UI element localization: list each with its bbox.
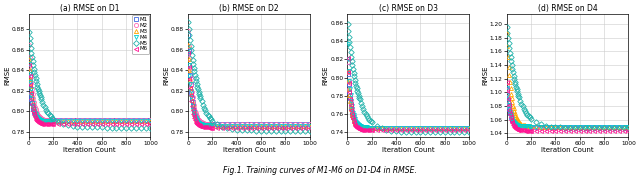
- Y-axis label: RMSE: RMSE: [163, 66, 170, 85]
- Title: (c) RMSE on D3: (c) RMSE on D3: [379, 4, 438, 13]
- Title: (b) RMSE on D2: (b) RMSE on D2: [219, 4, 279, 13]
- Y-axis label: RMSE: RMSE: [4, 66, 10, 85]
- Y-axis label: RMSE: RMSE: [323, 66, 329, 85]
- Y-axis label: RMSE: RMSE: [482, 66, 488, 85]
- Text: Fig.1. Training curves of M1-M6 on D1-D4 in RMSE.: Fig.1. Training curves of M1-M6 on D1-D4…: [223, 166, 417, 175]
- Legend: M1, M2, M3, M4, M5, M6: M1, M2, M3, M4, M5, M6: [132, 15, 149, 54]
- X-axis label: Iteration Count: Iteration Count: [541, 147, 594, 153]
- Title: (d) RMSE on D4: (d) RMSE on D4: [538, 4, 598, 13]
- X-axis label: Iteration Count: Iteration Count: [223, 147, 275, 153]
- Title: (a) RMSE on D1: (a) RMSE on D1: [60, 4, 120, 13]
- X-axis label: Iteration Count: Iteration Count: [63, 147, 116, 153]
- X-axis label: Iteration Count: Iteration Count: [382, 147, 435, 153]
